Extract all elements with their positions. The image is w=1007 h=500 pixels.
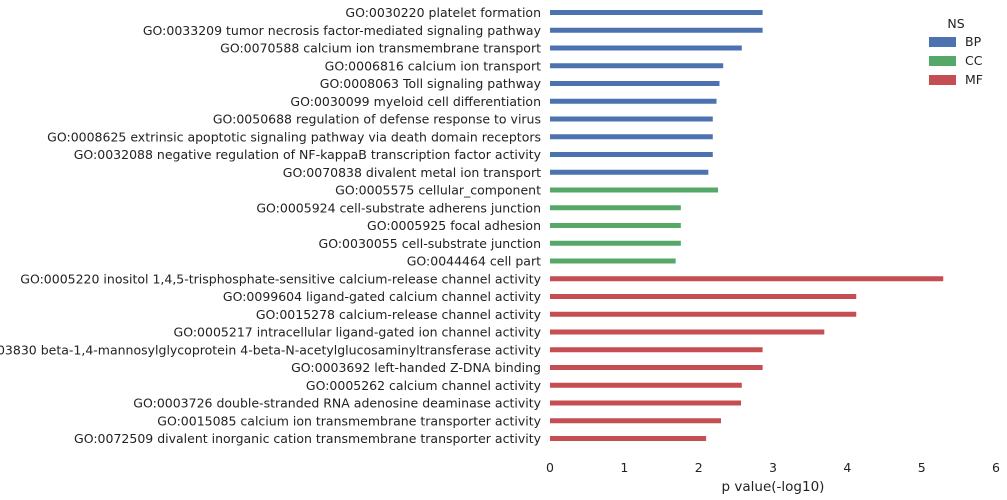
category-label: GO:0032088 negative regulation of NF-kap… (74, 147, 542, 162)
bar-mf (550, 418, 721, 424)
bar-bp (550, 134, 713, 140)
bar-bp (550, 63, 724, 69)
bar-cc (550, 258, 676, 264)
category-label: GO:0030220 platelet formation (345, 5, 541, 20)
category-label: GO:0070838 divalent metal ion transport (283, 165, 541, 180)
category-label: GO:0008625 extrinsic apoptotic signaling… (47, 129, 541, 144)
legend-title: NS (947, 16, 964, 31)
x-axis-label: p value(-log10) (722, 479, 825, 495)
category-label: GO:0006816 calcium ion transport (325, 58, 541, 73)
category-label: GO:0070588 calcium ion transmembrane tra… (220, 41, 541, 56)
bar-bp (550, 45, 742, 51)
x-tick-label: 2 (695, 460, 703, 475)
category-label: GO:0003830 beta-1,4-mannosylglycoprotein… (0, 342, 542, 357)
bar-bp (550, 81, 720, 86)
x-tick-label: 0 (546, 460, 554, 475)
bars-layer (550, 10, 944, 441)
category-label: GO:0005220 inositol 1,4,5-trisphosphate-… (20, 271, 541, 286)
category-label: GO:0033209 tumor necrosis factor-mediate… (143, 23, 542, 38)
category-label: GO:0005925 focal adhesion (367, 218, 541, 233)
category-label: GO:0015085 calcium ion transmembrane tra… (157, 413, 541, 428)
category-label: GO:0050688 regulation of defense respons… (213, 112, 541, 127)
bar-bp (550, 169, 709, 175)
category-label: GO:0003726 double-stranded RNA adenosine… (133, 396, 541, 411)
bar-mf (550, 276, 944, 282)
legend: NS BP CC MF (929, 16, 983, 87)
bar-cc (550, 187, 718, 193)
category-label: GO:0005924 cell-substrate adherens junct… (256, 200, 541, 215)
x-tick-label: 3 (769, 460, 777, 475)
category-label: GO:0005217 intracellular ligand-gated io… (174, 325, 542, 340)
bar-mf (550, 382, 742, 388)
legend-label-cc: CC (965, 53, 983, 68)
bar-mf (550, 329, 825, 335)
legend-entries: BP CC MF (929, 34, 983, 87)
category-label: GO:0003692 left-handed Z-DNA binding (291, 360, 541, 375)
bar-mf (550, 294, 857, 299)
category-label: GO:0030055 cell-substrate junction (319, 236, 541, 251)
legend-swatch-cc (929, 56, 956, 66)
legend-label-bp: BP (965, 34, 982, 49)
bar-bp (550, 98, 717, 104)
legend-swatch-bp (929, 37, 956, 47)
bar-cc (550, 223, 681, 228)
bar-cc (550, 240, 681, 246)
category-label: GO:0099604 ligand-gated calcium channel … (223, 289, 542, 304)
x-tick-label: 5 (918, 460, 926, 475)
bar-bp (550, 27, 763, 33)
legend-swatch-mf (929, 75, 956, 85)
bar-bp (550, 116, 713, 122)
category-label: GO:0005262 calcium channel activity (306, 378, 542, 393)
category-label: GO:0015278 calcium-release channel activ… (256, 307, 542, 322)
x-axis-ticks: 0 1 2 3 4 5 6 (546, 460, 1000, 475)
category-label: GO:0030099 myeloid cell differentiation (290, 94, 541, 109)
bar-bp (550, 152, 713, 157)
category-label: GO:0005575 cellular_component (335, 183, 541, 198)
bar-mf (550, 347, 763, 353)
bar-bp (550, 10, 763, 15)
category-label: GO:0008063 Toll signaling pathway (320, 76, 542, 91)
category-label: GO:0072509 divalent inorganic cation tra… (74, 431, 542, 446)
bar-mf (550, 400, 742, 406)
bar-mf (550, 311, 857, 317)
category-labels: GO:0030220 platelet formation GO:0033209 … (0, 5, 542, 446)
legend-label-mf: MF (965, 72, 983, 87)
bar-mf (550, 365, 763, 370)
category-label: GO:0044464 cell part (407, 254, 541, 269)
x-tick-label: 4 (843, 460, 851, 475)
x-tick-label: 6 (992, 460, 1000, 475)
bar-cc (550, 205, 681, 211)
x-tick-label: 1 (620, 460, 628, 475)
bar-mf (550, 436, 707, 441)
